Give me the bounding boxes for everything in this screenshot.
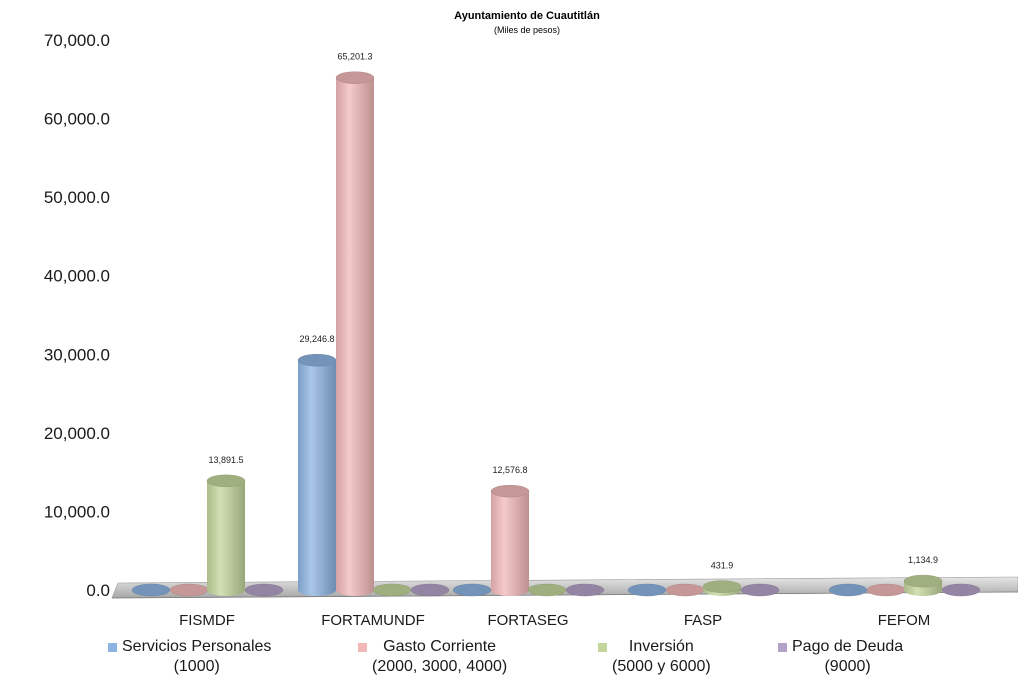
bar-top (565, 583, 605, 597)
bar (335, 71, 375, 596)
bar-top (335, 71, 375, 84)
data-label: 13,891.5 (208, 455, 243, 465)
y-tick-label: 70,000.0 (44, 31, 110, 50)
legend-label: Gasto Corriente (2000, 3000, 4000) (372, 637, 507, 677)
y-tick-label: 10,000.0 (44, 502, 110, 521)
bar (665, 583, 705, 597)
legend-label-line1: Gasto Corriente (383, 638, 497, 655)
bar-top (297, 354, 337, 367)
legend-item-servicios-personales: Servicios Personales (1000) (108, 637, 271, 677)
bar-top (131, 583, 171, 597)
legend-label-line1: Pago de Deuda (792, 638, 904, 655)
bar-top (702, 580, 742, 593)
bar (410, 583, 450, 597)
bar (131, 583, 171, 597)
data-labels: 13,891.5 29,246.8 65,201.3 12,576.8 431.9 1,1… (208, 52, 938, 571)
y-tick-label: 40,000.0 (44, 267, 110, 286)
bar (527, 583, 567, 597)
bar (244, 583, 284, 597)
legend-label: Inversión (5000 y 6000) (612, 637, 711, 677)
bar-top (866, 583, 906, 597)
legend-label-line2: (9000) (824, 658, 871, 675)
floor-edge (111, 591, 1018, 599)
bar-top (903, 574, 943, 588)
bar-top (206, 474, 246, 488)
bar (866, 583, 906, 597)
legend-item-inversion: Inversión (5000 y 6000) (598, 637, 711, 677)
data-label: 431.9 (711, 561, 734, 571)
bar-top (169, 583, 209, 597)
bar (565, 583, 605, 597)
legend-swatch-gasto-corriente (358, 643, 367, 652)
y-tick-label: 0.0 (86, 581, 110, 600)
legend-label-line2: (5000 y 6000) (612, 658, 711, 675)
bar (941, 583, 981, 597)
bar (903, 574, 943, 596)
x-tick-label: FORTAMUNDF (321, 612, 425, 629)
legend-label-line2: (1000) (173, 658, 220, 675)
chart-title: Ayuntamiento de Cuautitlán (454, 10, 600, 22)
bar (452, 583, 492, 597)
bars (131, 71, 981, 597)
bar-body (336, 77, 374, 596)
bar-top (372, 583, 412, 597)
data-label: 1,134.9 (908, 555, 938, 565)
legend-label-line1: Servicios Personales (122, 638, 272, 655)
bar (297, 354, 337, 596)
y-tick-label: 50,000.0 (44, 188, 110, 207)
x-tick-label: FISMDF (179, 612, 235, 629)
bar-top (740, 583, 780, 597)
bar-top (490, 484, 530, 498)
x-axis: FISMDF FORTAMUNDF FORTASEG FASP FEFOM (179, 612, 930, 629)
bar-top (244, 583, 284, 597)
legend: Servicios Personales (1000) Gasto Corrien… (0, 637, 1018, 679)
bar-body (298, 360, 336, 596)
bar (740, 583, 780, 597)
chart-subtitle: (Miles de pesos) (494, 25, 560, 35)
legend-label: Pago de Deuda (9000) (792, 637, 903, 677)
bar-top (627, 583, 667, 597)
x-tick-label: FASP (684, 612, 722, 629)
bar-body (491, 491, 529, 596)
bar-top (410, 583, 450, 597)
data-label: 65,201.3 (337, 52, 372, 62)
bar (702, 580, 742, 596)
bar (490, 484, 530, 596)
bar (828, 583, 868, 597)
bar-top (452, 583, 492, 597)
bar (169, 583, 209, 597)
legend-item-gasto-corriente: Gasto Corriente (2000, 3000, 4000) (358, 637, 507, 677)
bar-top (828, 583, 868, 597)
y-tick-label: 60,000.0 (44, 110, 110, 129)
x-tick-label: FEFOM (878, 612, 931, 629)
legend-swatch-inversion (598, 643, 607, 652)
y-axis: 0.0 10,000.0 20,000.0 30,000.0 40,000.0 50,00… (44, 31, 110, 600)
legend-swatch-pago-de-deuda (778, 643, 787, 652)
bar-top (665, 583, 705, 597)
data-label: 12,576.8 (492, 465, 527, 475)
legend-label: Servicios Personales (1000) (122, 637, 271, 677)
bar (206, 474, 246, 596)
x-tick-label: FORTASEG (487, 612, 568, 629)
legend-label-line2: (2000, 3000, 4000) (372, 658, 508, 675)
data-label: 29,246.8 (299, 334, 334, 344)
legend-label-line1: Inversión (628, 638, 694, 655)
bar (627, 583, 667, 597)
legend-item-pago-de-deuda: Pago de Deuda (9000) (778, 637, 903, 677)
bar-top (527, 583, 567, 597)
bar-top (941, 583, 981, 597)
y-tick-label: 30,000.0 (44, 345, 110, 364)
bar (372, 583, 412, 597)
y-tick-label: 20,000.0 (44, 424, 110, 443)
bar-body (207, 480, 245, 596)
legend-swatch-servicios-personales (108, 643, 117, 652)
